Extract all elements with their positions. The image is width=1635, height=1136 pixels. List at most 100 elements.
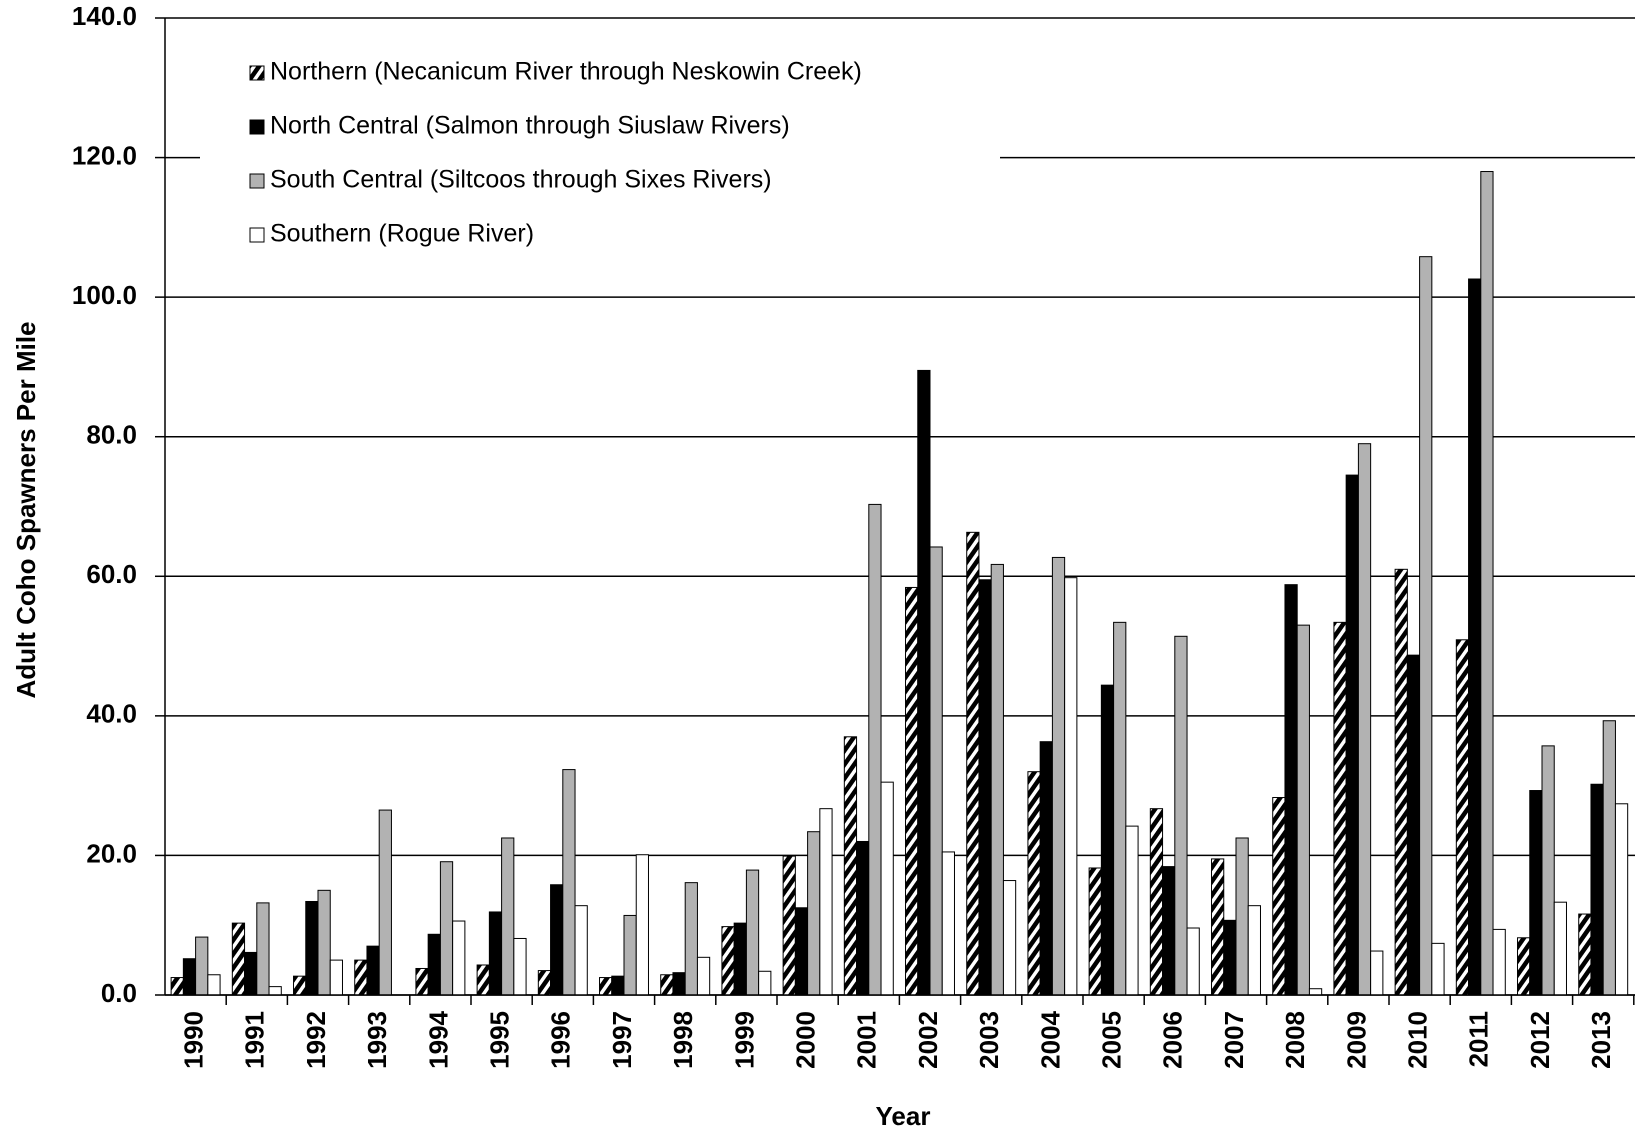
bar <box>207 974 221 996</box>
y-tick-label: 40.0 <box>86 699 137 729</box>
x-tick-label: 2012 <box>1525 1011 1555 1069</box>
bar <box>623 914 637 996</box>
bar <box>1553 901 1567 996</box>
bar <box>1088 867 1102 996</box>
x-tick-label: 2008 <box>1280 1011 1310 1069</box>
bar <box>1541 745 1555 996</box>
bar <box>929 546 943 996</box>
bar <box>1602 720 1616 996</box>
bar <box>1223 919 1237 996</box>
x-tick-label: 1991 <box>240 1011 270 1069</box>
bar <box>562 769 576 996</box>
bar <box>856 840 870 996</box>
x-tick-label: 2011 <box>1464 1011 1494 1067</box>
bar <box>807 831 821 996</box>
bar <box>1296 624 1310 996</box>
bar <box>1113 621 1127 996</box>
legend-label: Northern (Necanicum River through Neskow… <box>270 58 862 86</box>
bar <box>354 959 368 996</box>
bar <box>293 975 307 996</box>
bar <box>1100 684 1115 996</box>
legend-swatch <box>249 65 265 81</box>
bar <box>1027 771 1041 996</box>
bar <box>1284 584 1298 996</box>
bar <box>696 956 711 996</box>
y-tick-label: 100.0 <box>72 280 137 310</box>
bar <box>1419 256 1433 996</box>
bar <box>366 945 380 996</box>
bar <box>1578 913 1592 996</box>
x-tick-label: 1995 <box>484 1011 514 1069</box>
y-tick-label: 140.0 <box>72 1 137 31</box>
bar <box>1431 942 1445 996</box>
x-tick-label: 2006 <box>1158 1011 1188 1069</box>
bar <box>501 837 515 996</box>
y-tick-label: 60.0 <box>86 559 137 589</box>
x-tick-label: 1997 <box>607 1011 637 1069</box>
bar <box>1345 474 1359 996</box>
bar <box>182 958 197 996</box>
x-axis-title: Year <box>876 1101 931 1131</box>
bar <box>488 911 503 996</box>
bar <box>427 933 441 996</box>
bar <box>476 964 490 996</box>
bar <box>1162 866 1176 996</box>
y-tick-label: 0.0 <box>101 978 137 1008</box>
x-tick-label: 1990 <box>178 1011 208 1069</box>
x-tick-label: 1996 <box>546 1011 576 1069</box>
bar <box>574 905 588 996</box>
bar <box>978 579 992 996</box>
bar <box>1308 988 1323 996</box>
bar <box>317 889 331 996</box>
bar <box>550 884 564 996</box>
bar <box>917 369 931 996</box>
bar <box>1394 568 1408 996</box>
bar <box>721 926 735 996</box>
legend-swatch <box>249 173 265 189</box>
bar <box>1480 171 1494 996</box>
bar <box>782 855 796 996</box>
bar <box>1149 808 1164 996</box>
bar <box>1357 443 1372 996</box>
x-tick-label: 1994 <box>423 1010 453 1068</box>
bar <box>1064 577 1078 996</box>
legend-box <box>200 40 1000 270</box>
bar <box>195 936 209 996</box>
bar <box>684 882 698 996</box>
x-tick-label: 1993 <box>362 1011 392 1069</box>
bar <box>758 970 772 996</box>
bar <box>733 922 747 996</box>
bar <box>1211 858 1225 996</box>
x-tick-label: 1999 <box>729 1011 759 1069</box>
bar <box>305 900 319 996</box>
bar <box>1039 741 1053 996</box>
bar <box>439 861 454 996</box>
legend-label: North Central (Salmon through Siuslaw Ri… <box>270 112 790 140</box>
bar <box>452 920 466 996</box>
x-tick-label: 1998 <box>668 1011 698 1069</box>
bar <box>1370 950 1384 996</box>
x-tick-label: 2009 <box>1341 1011 1371 1069</box>
bar <box>635 854 649 996</box>
x-tick-label: 2004 <box>1035 1010 1065 1068</box>
y-tick-label: 80.0 <box>86 420 137 450</box>
x-tick-label: 2003 <box>974 1011 1004 1069</box>
bar <box>1174 635 1188 996</box>
bar <box>231 922 246 996</box>
bar <box>941 851 955 996</box>
bar <box>672 972 686 996</box>
bar <box>1002 880 1017 996</box>
legend-swatch <box>249 119 265 135</box>
x-tick-label: 2013 <box>1586 1011 1616 1069</box>
bar <box>660 974 674 996</box>
bar <box>1235 837 1249 996</box>
bar <box>1333 621 1347 996</box>
x-tick-label: 2001 <box>852 1011 882 1069</box>
bar <box>819 808 833 996</box>
legend-label: South Central (Siltcoos through Sixes Ri… <box>270 166 772 194</box>
bar <box>415 967 429 996</box>
bar <box>268 986 282 996</box>
bar <box>1517 937 1531 996</box>
bar <box>880 781 894 996</box>
